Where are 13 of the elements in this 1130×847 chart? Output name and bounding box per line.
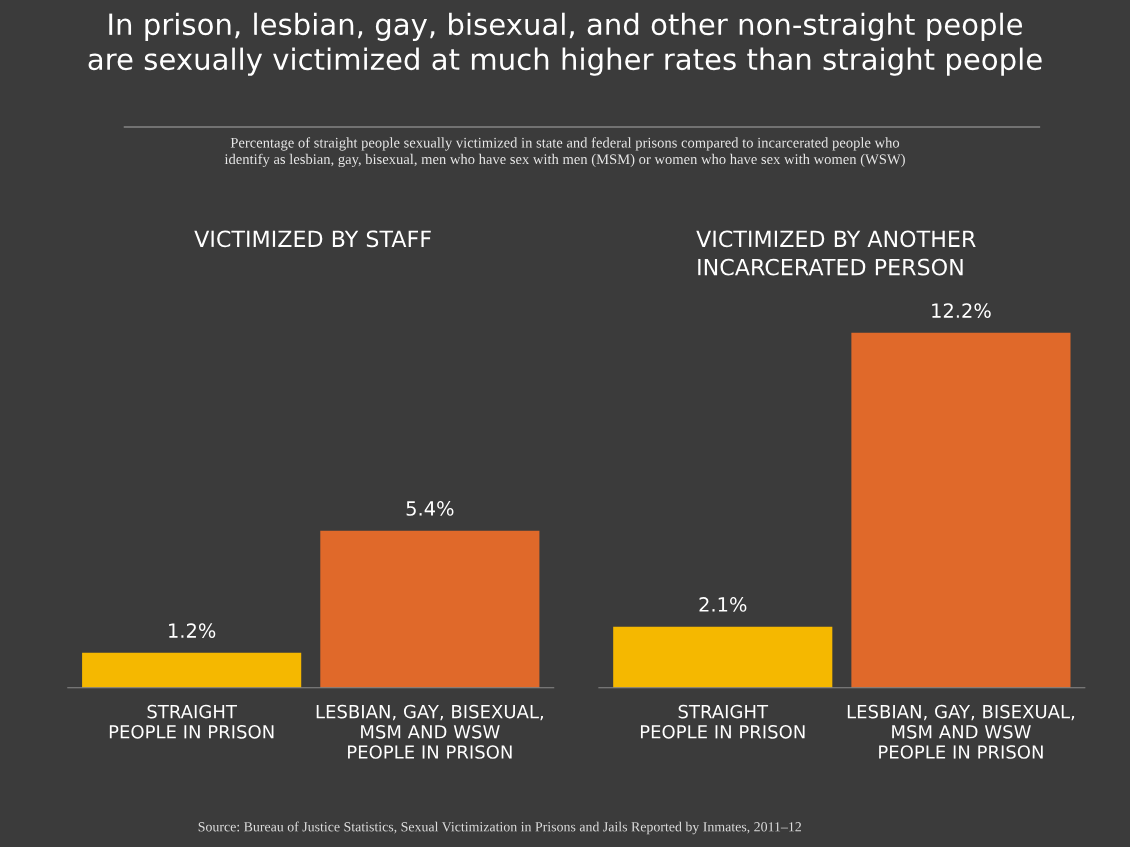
data-label: 1.2% <box>169 623 216 638</box>
data-label: 12.2% <box>932 303 991 318</box>
source-note: Source: Bureau of Justice Statistics, Sexual Victimization in Prisons and Jails Reported by Inmates, 2011–12 <box>198 821 801 835</box>
x-tick-label: STRAIGHT PEOPLE IN PRISON <box>109 704 274 739</box>
x-tick-label: STRAIGHT PEOPLE IN PRISON <box>640 704 805 739</box>
data-label: 2.1% <box>699 597 747 612</box>
chart-title: VICTIMIZED BY STAFF <box>194 230 431 248</box>
data-label: 5.4% <box>406 501 454 516</box>
x-tick-label: LESBIAN, GAY, BISEXUAL, MSM AND WSW PEOPLE IN PRISON <box>316 704 543 759</box>
text: In prison, lesbian, gay, bisexual, and other non-straight people are sexually victimized at much higher rates than straight people <box>88 12 1042 76</box>
x-tick-label: LESBIAN, GAY, BISEXUAL, MSM AND WSW PEOPLE IN PRISON <box>847 704 1075 759</box>
chart-title: VICTIMIZED BY ANOTHER INCARCERATED PERSON <box>696 230 976 276</box>
text: Percentage of straight people sexually victimized in state and federal prisons compared to incarcerated people who identify as lesbian, gay, bisexual, men who have sex with men (MSM) or women who have sex with women (WSW) <box>224 137 905 168</box>
